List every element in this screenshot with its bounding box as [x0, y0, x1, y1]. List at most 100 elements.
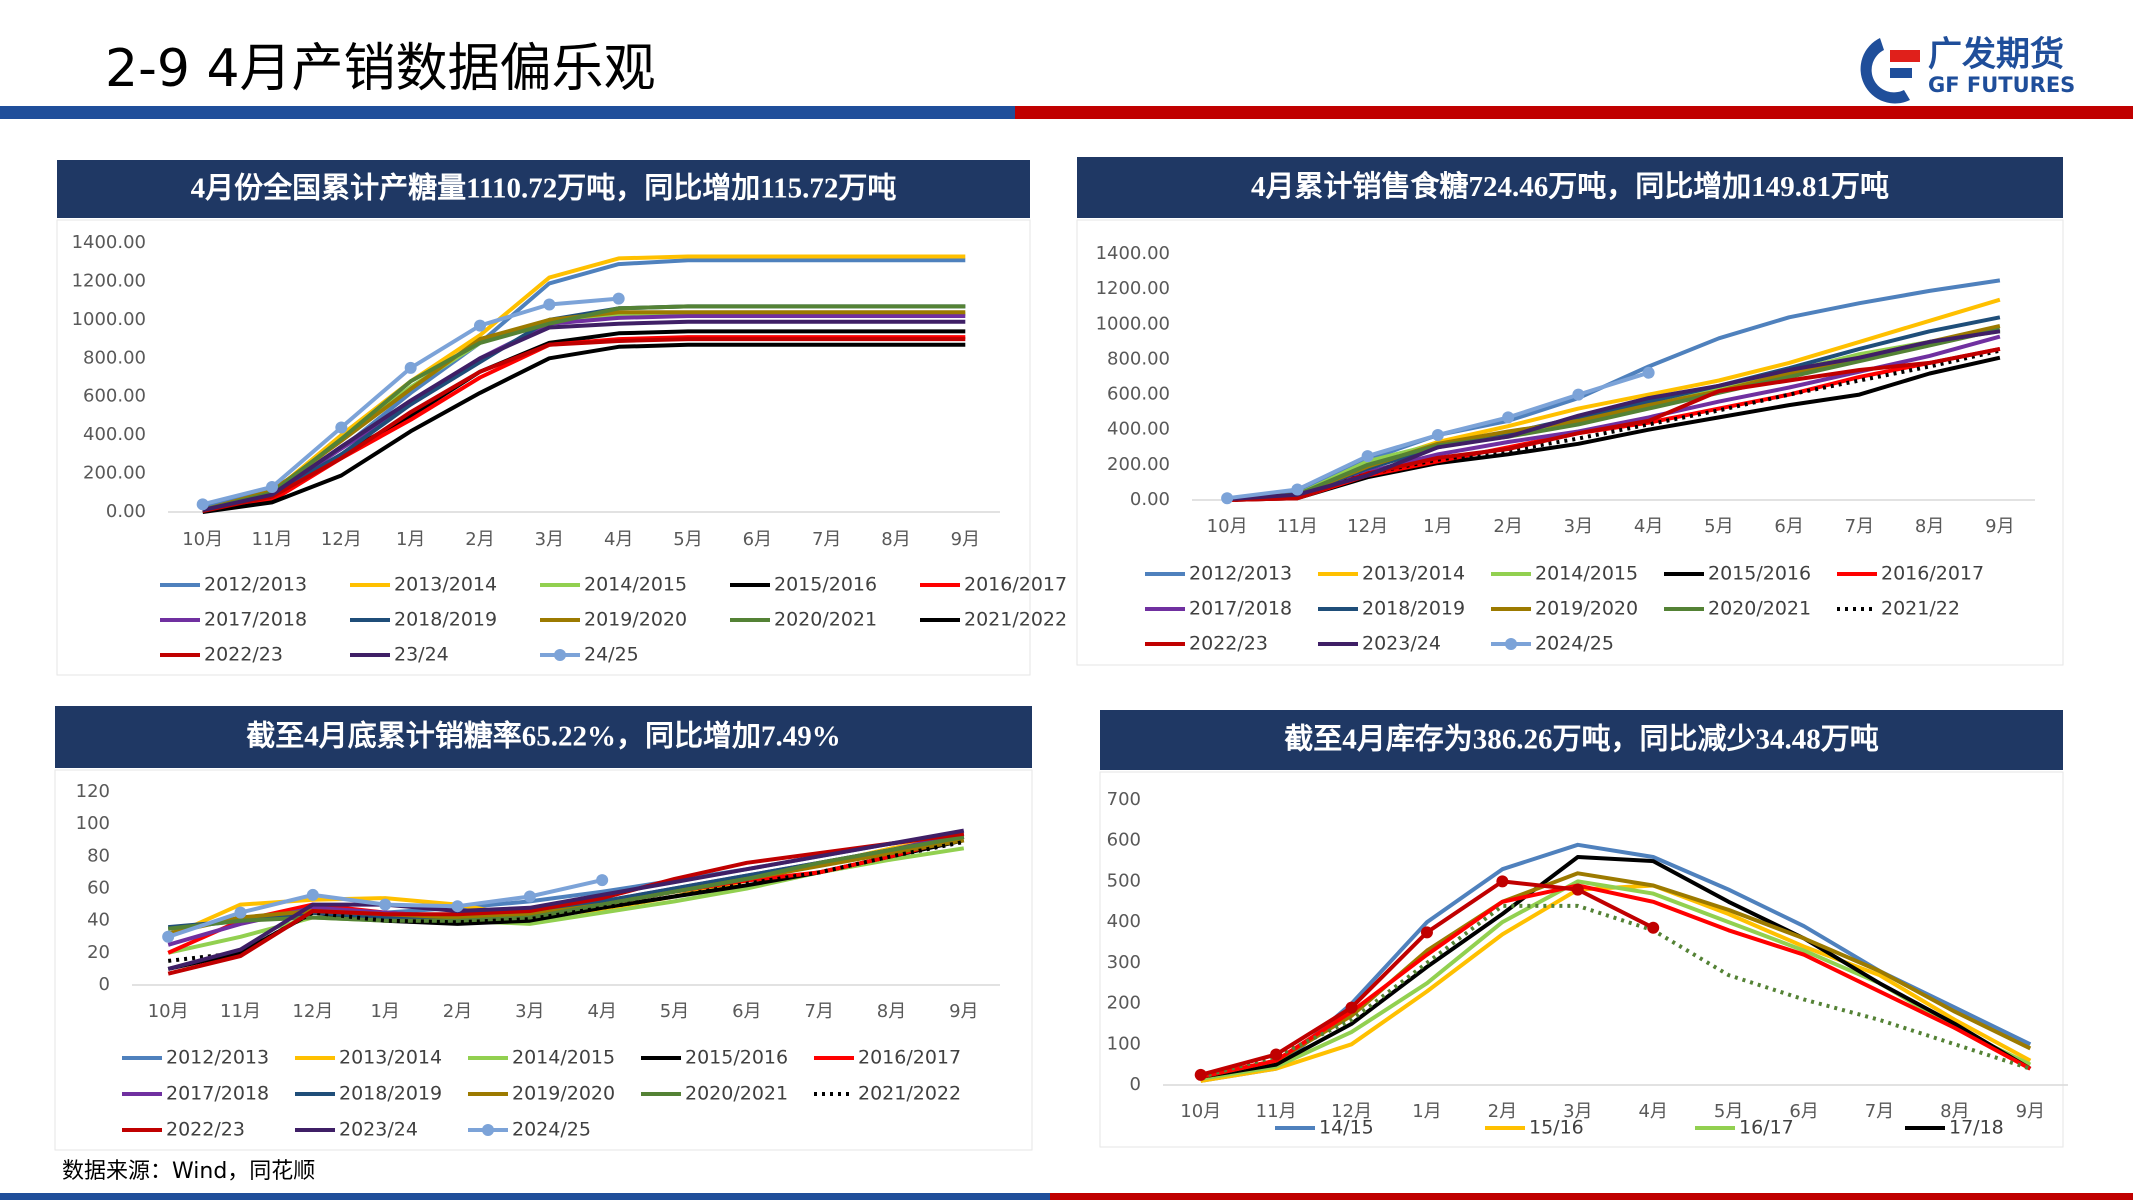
legend-marker	[1505, 638, 1517, 650]
legend-label: 2019/2020	[512, 1083, 615, 1105]
legend-label: 2015/2016	[1708, 563, 1811, 585]
y-tick-label: 0.00	[1130, 489, 1170, 510]
y-tick-label: 400.00	[1107, 419, 1170, 440]
x-tick-label: 10月	[1180, 1101, 1221, 1122]
x-tick-label: 12月	[292, 1001, 333, 1022]
legend-label: 23/24	[394, 644, 449, 666]
legend-label: 2022/23	[1189, 633, 1268, 655]
y-tick-label: 100	[1107, 1033, 1141, 1054]
point-marker	[196, 498, 209, 511]
y-tick-label: 300	[1107, 952, 1141, 973]
legend-label: 2021/2022	[858, 1083, 961, 1105]
point-marker	[1642, 366, 1655, 379]
point-marker	[1420, 926, 1433, 939]
x-tick-label: 6月	[1774, 516, 1803, 537]
x-tick-label: 7月	[804, 1001, 833, 1022]
legend-label: 2022/23	[204, 644, 283, 666]
x-tick-label: 8月	[881, 529, 910, 550]
y-tick-label: 1000.00	[1096, 313, 1170, 334]
series-line	[1226, 327, 2001, 502]
point-marker	[234, 906, 247, 919]
series-line	[1227, 348, 2001, 502]
point-marker	[1194, 1068, 1207, 1081]
y-tick-label: 1400.00	[72, 232, 146, 253]
legend-label: 2017/2018	[204, 609, 307, 631]
point-marker	[1291, 483, 1304, 496]
y-tick-label: 700	[1107, 789, 1141, 810]
legend-label: 2013/2014	[1362, 563, 1465, 585]
x-tick-label: 4月	[1638, 1101, 1667, 1122]
x-tick-label: 2月	[443, 1001, 472, 1022]
point-marker	[451, 900, 464, 913]
top-bar-red	[1015, 106, 2133, 119]
x-tick-label: 4月	[1634, 516, 1663, 537]
y-tick-label: 40	[87, 910, 110, 931]
x-tick-label: 12月	[321, 529, 362, 550]
legend-label: 2018/2019	[1362, 598, 1465, 620]
point-marker	[543, 298, 556, 311]
series-line	[202, 254, 966, 513]
x-tick-label: 6月	[732, 1001, 761, 1022]
logo-icon-bar	[1890, 68, 1912, 78]
legend-label: 2016/2017	[858, 1047, 961, 1069]
point-marker	[523, 890, 536, 903]
bottom-bar-blue	[0, 1193, 1050, 1200]
x-tick-label: 12月	[1331, 1101, 1372, 1122]
x-tick-label: 11月	[220, 1001, 261, 1022]
y-tick-label: 200	[1107, 993, 1141, 1014]
legend-label: 2020/2021	[685, 1083, 788, 1105]
panel-title: 4月累计销售食糖724.46万吨，同比增加149.81万吨	[1251, 169, 1889, 203]
point-marker	[162, 930, 175, 943]
legend-label: 2015/2016	[774, 574, 877, 596]
legend-label: 2012/2013	[166, 1047, 269, 1069]
legend-label: 2017/2018	[1189, 598, 1292, 620]
logo: 广发期货 GF FUTURES	[1860, 35, 2075, 104]
point-marker	[1431, 428, 1444, 441]
series-line	[202, 337, 966, 513]
legend-label: 15/16	[1529, 1117, 1584, 1139]
x-tick-label: 8月	[1940, 1101, 1969, 1122]
x-tick-label: 1月	[396, 529, 425, 550]
y-tick-label: 600	[1107, 830, 1141, 851]
point-marker	[596, 874, 609, 887]
y-tick-label: 0	[1130, 1074, 1141, 1095]
panel-title: 截至4月库存为386.26万吨，同比减少34.48万吨	[1284, 723, 1879, 756]
x-tick-label: 7月	[1865, 1101, 1894, 1122]
legend-label: 17/18	[1949, 1117, 2004, 1139]
point-marker	[1345, 1001, 1358, 1014]
series-line	[167, 831, 965, 976]
legend-marker	[482, 1124, 494, 1136]
y-tick-label: 1000.00	[72, 309, 146, 330]
x-tick-label: 5月	[673, 529, 702, 550]
legend-label: 2012/2013	[1189, 563, 1292, 585]
series-line	[1200, 883, 2032, 1079]
point-marker	[1270, 1048, 1283, 1061]
y-tick-label: 400.00	[83, 424, 146, 445]
x-tick-label: 1月	[1412, 1101, 1441, 1122]
y-tick-label: 1200.00	[72, 270, 146, 291]
y-tick-label: 200.00	[1107, 454, 1170, 475]
legend-label: 2021/2022	[964, 609, 1067, 631]
x-tick-label: 9月	[951, 529, 980, 550]
legend-label: 2024/25	[1535, 633, 1614, 655]
legend-label: 16/17	[1739, 1117, 1794, 1139]
series-line	[202, 319, 966, 513]
x-tick-label: 4月	[604, 529, 633, 550]
point-marker	[306, 888, 319, 901]
panel-title: 截至4月底累计销糖率65.22%，同比增加7.49%	[246, 719, 841, 753]
point-marker	[1502, 411, 1515, 424]
point-marker	[1572, 388, 1585, 401]
point-marker	[1361, 450, 1374, 463]
x-tick-label: 12月	[1347, 516, 1388, 537]
legend-label: 2013/2014	[339, 1047, 442, 1069]
point-marker	[404, 361, 417, 374]
series-line	[1200, 903, 2031, 1079]
legend-label: 2012/2013	[204, 574, 307, 596]
point-marker	[1496, 875, 1509, 888]
legend-label: 2018/2019	[394, 609, 497, 631]
chart-frame	[54, 769, 1033, 1151]
legend-label: 2021/22	[1881, 598, 1960, 620]
x-tick-label: 2月	[1488, 1101, 1517, 1122]
slide-title: 2-9 4月产销数据偏乐观	[105, 39, 656, 99]
legend-label: 2019/2020	[1535, 598, 1638, 620]
